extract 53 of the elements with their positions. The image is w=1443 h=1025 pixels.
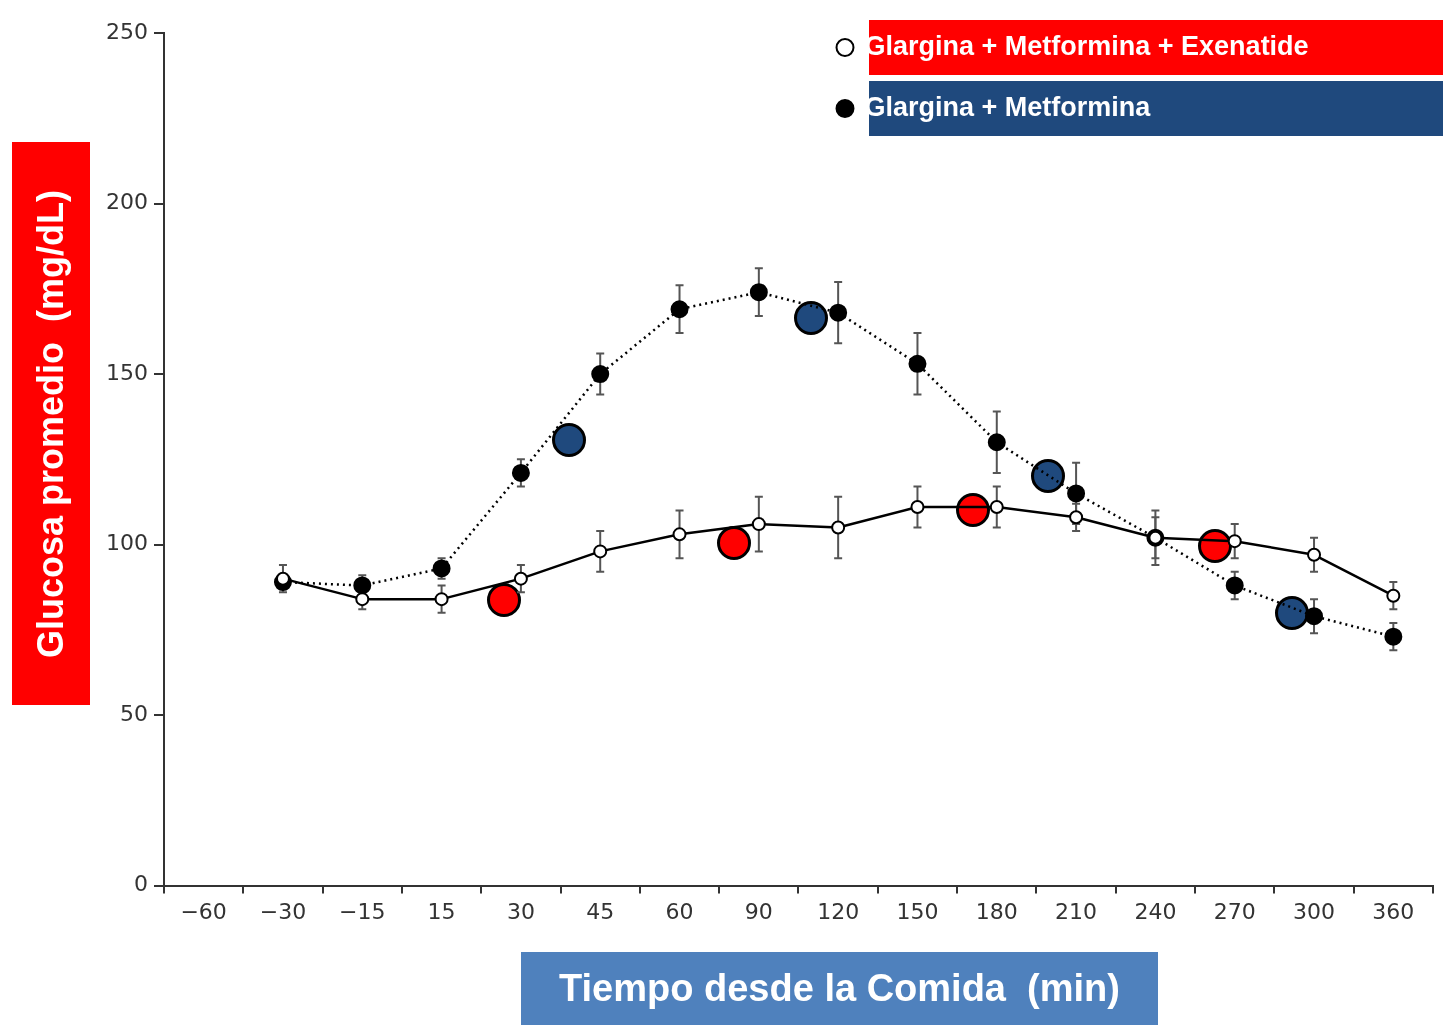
y-tick-label: 100	[105, 530, 148, 556]
x-tick-label: 270	[1213, 898, 1256, 924]
point	[275, 571, 290, 586]
point	[434, 592, 449, 607]
point	[511, 463, 530, 482]
point	[989, 500, 1004, 515]
point	[1384, 627, 1403, 646]
x-tick-label: 300	[1293, 898, 1336, 924]
y-axis-title: Glucosa promedio (mg/dL)	[30, 189, 72, 658]
point	[1067, 484, 1086, 503]
y-tick-label: 0	[133, 871, 148, 897]
x-tick-label: 180	[975, 898, 1018, 924]
point	[987, 433, 1006, 452]
point	[355, 592, 370, 607]
point	[1227, 534, 1242, 549]
x-tick-label: 240	[1134, 898, 1177, 924]
point	[1069, 510, 1084, 525]
x-tick-label: 60	[665, 898, 694, 924]
point	[749, 283, 768, 302]
y-tick-label: 250	[105, 18, 148, 44]
point	[432, 559, 451, 578]
x-tick-label: −15	[339, 898, 386, 924]
point	[353, 576, 372, 595]
point	[831, 520, 846, 535]
point	[908, 354, 927, 373]
x-axis-title: Tiempo desde la Comida (min)	[521, 952, 1158, 1025]
x-tick-label: −60	[180, 898, 227, 924]
point	[672, 527, 687, 542]
legend-label: Glargina + Metformina	[864, 91, 1152, 122]
x-tick-label: −30	[259, 898, 307, 924]
x-tick-label: 120	[817, 898, 860, 924]
point	[593, 544, 608, 559]
point	[1305, 607, 1324, 626]
point	[1386, 588, 1401, 603]
x-tick-label: 15	[427, 898, 456, 924]
point	[1307, 547, 1322, 562]
point	[670, 300, 689, 319]
y-tick-label: 150	[105, 359, 148, 385]
x-tick-label: 150	[896, 898, 939, 924]
point	[591, 365, 610, 384]
x-tick-label: 30	[506, 898, 535, 924]
legend-label: Glargina + Metformina + Exenatide	[864, 30, 1309, 61]
x-tick-label: 210	[1055, 898, 1098, 924]
x-tick-label: 90	[744, 898, 773, 924]
y-tick-label: 50	[119, 700, 148, 726]
point	[751, 517, 766, 532]
point	[910, 500, 925, 515]
x-tick-label: 360	[1372, 898, 1415, 924]
x-tick-label: 45	[586, 898, 615, 924]
point	[1225, 576, 1244, 595]
y-tick-label: 200	[105, 189, 148, 215]
point	[829, 303, 848, 322]
point	[513, 571, 528, 586]
